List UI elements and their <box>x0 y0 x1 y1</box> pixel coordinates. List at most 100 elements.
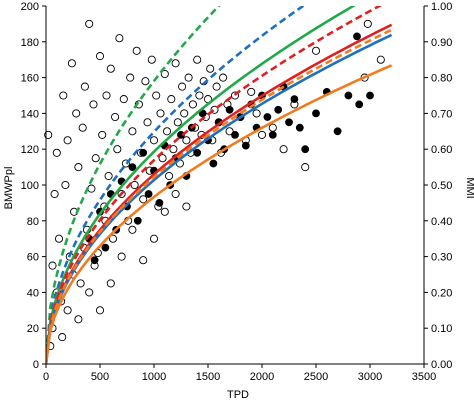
data-point-open <box>48 261 57 270</box>
data-point-filled <box>312 109 320 118</box>
data-point-open <box>171 189 180 199</box>
data-point-open <box>106 279 115 288</box>
data-point-open <box>139 256 148 265</box>
data-point-open <box>61 180 70 190</box>
data-point-open <box>106 64 115 73</box>
data-point-open <box>160 207 169 216</box>
data-point-filled <box>101 243 110 252</box>
data-point-filled <box>241 141 250 150</box>
data-point-open <box>67 59 76 68</box>
data-point-open <box>158 154 167 163</box>
x-tick-label: 2500 <box>304 371 328 383</box>
data-point-open <box>108 234 118 243</box>
x-tick-label: 500 <box>91 371 109 383</box>
data-point-open <box>139 195 148 204</box>
y-tick-label: 80 <box>27 216 39 228</box>
data-point-filled <box>128 163 137 171</box>
data-point-open <box>171 59 180 68</box>
data-point-open <box>104 171 113 181</box>
data-point-open <box>212 82 221 91</box>
x-tick-label: 3000 <box>358 371 382 383</box>
data-point-open <box>117 252 126 261</box>
data-point-open <box>156 109 165 118</box>
data-point-open <box>206 64 215 73</box>
data-point-open <box>59 91 68 100</box>
y2-tick-label: 0.60 <box>431 144 452 156</box>
data-point-filled <box>355 100 364 109</box>
data-point-open <box>63 306 72 315</box>
data-point-open <box>132 46 141 55</box>
fit-curve-4 <box>46 6 383 364</box>
data-point-open <box>74 315 83 324</box>
data-point-open <box>167 95 176 104</box>
data-point-open <box>95 306 105 315</box>
y2-tick-label: 0.90 <box>431 37 452 49</box>
y-tick-label: 40 <box>27 287 39 299</box>
y-tick-label: 60 <box>27 252 39 264</box>
data-point-open <box>188 100 197 109</box>
y-tick-label: 20 <box>27 323 39 335</box>
y-tick-label: 0 <box>33 359 39 371</box>
data-point-open <box>193 55 202 64</box>
data-point-open <box>247 87 256 96</box>
data-point-open <box>52 148 61 157</box>
data-point-open <box>89 100 98 109</box>
data-point-open <box>160 69 169 79</box>
data-point-open <box>128 225 137 234</box>
y-tick-label: 140 <box>21 108 39 120</box>
y2-tick-label: 0.50 <box>431 180 452 192</box>
y2-tick-label: 0.80 <box>431 73 452 85</box>
fit-curve-1 <box>46 6 221 364</box>
data-point-filled <box>225 105 234 114</box>
data-point-open <box>182 136 191 145</box>
data-point-filled <box>301 145 310 154</box>
data-point-open <box>184 73 193 82</box>
data-point-open <box>50 189 59 199</box>
data-point-open <box>143 118 152 127</box>
x-tick-label: 2000 <box>250 371 274 383</box>
data-point-open <box>225 127 234 136</box>
data-point-open <box>119 95 128 104</box>
curves-layer <box>46 6 393 364</box>
y-tick-label: 180 <box>21 37 39 49</box>
data-point-filled <box>333 127 342 136</box>
y2-tick-label: 0.30 <box>431 252 452 264</box>
data-point-open <box>152 91 161 100</box>
data-point-open <box>147 55 156 64</box>
data-point-open <box>54 234 64 243</box>
data-point-open <box>195 91 204 100</box>
data-point-open <box>78 123 87 132</box>
data-point-filled <box>155 198 164 207</box>
data-point-open <box>165 171 174 181</box>
y2-tick-label: 0.70 <box>431 108 452 120</box>
y2-tick-label: 0.20 <box>431 287 452 299</box>
y-tick-label: 120 <box>21 144 39 156</box>
data-point-open <box>182 202 191 211</box>
fit-curve-5 <box>46 23 393 364</box>
data-point-open <box>162 127 172 136</box>
data-point-filled <box>268 130 277 139</box>
y-tick-label: 100 <box>21 180 39 192</box>
data-point-filled <box>295 123 304 132</box>
data-point-open <box>219 73 228 82</box>
data-point-filled <box>231 130 239 139</box>
data-point-open <box>252 109 261 118</box>
data-point-filled <box>285 118 293 127</box>
data-point-filled <box>90 256 99 265</box>
data-point-open <box>257 130 267 139</box>
fit-curve-7 <box>46 28 393 364</box>
data-point-open <box>85 19 94 28</box>
data-point-open <box>376 55 385 64</box>
data-point-filled <box>139 148 148 157</box>
data-point-filled <box>133 216 142 225</box>
data-point-open <box>301 163 310 172</box>
y2-tick-label: 1.00 <box>431 1 452 13</box>
data-point-open <box>268 123 277 132</box>
data-point-filled <box>193 148 202 157</box>
data-point-filled <box>144 190 153 198</box>
data-point-filled <box>209 159 218 168</box>
y-tick-label: 200 <box>21 1 39 13</box>
data-point-open <box>180 109 189 118</box>
data-point-open <box>111 112 120 122</box>
